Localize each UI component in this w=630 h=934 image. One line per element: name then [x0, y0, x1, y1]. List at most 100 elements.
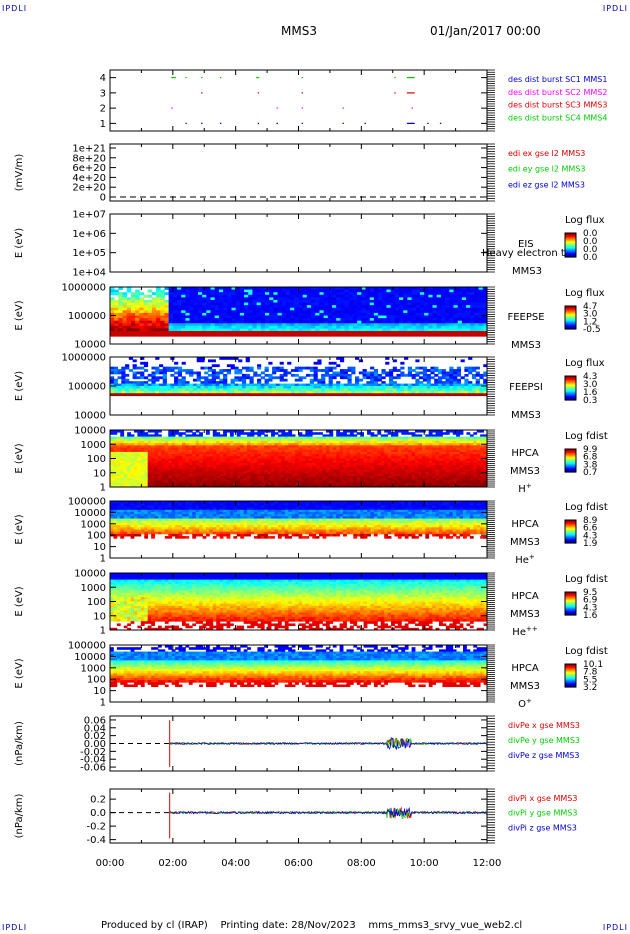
- feepsi-cell: [362, 383, 367, 387]
- feepse-cell: [319, 305, 325, 309]
- feepse-cell: [227, 331, 232, 335]
- feepse-cell: [269, 289, 274, 293]
- feepsi-cell: [219, 390, 224, 394]
- feepse-cell: [407, 323, 412, 327]
- feepse-cell: [323, 331, 329, 335]
- hpca-hplus-cell: [209, 467, 214, 470]
- hpca-hplus-cell: [236, 443, 241, 446]
- feepse-cell: [449, 325, 454, 329]
- hpca-hplus-cell: [164, 445, 169, 448]
- hpca-hplus-cell: [157, 447, 162, 451]
- hpca-hplus-cell: [133, 449, 138, 453]
- hpca-hplus-cell: [236, 454, 241, 457]
- hpca-hplus-cell: [120, 447, 125, 451]
- feepsi-cell: [456, 369, 462, 372]
- feepsi-cell: [177, 388, 183, 392]
- hpca-hplus-cell: [233, 456, 238, 459]
- feepse-cell: [193, 305, 199, 309]
- hpca-hplus-cell: [253, 462, 258, 466]
- feepsi-cell: [321, 378, 326, 382]
- hpca-hplus-cell: [356, 440, 361, 444]
- hpca-hplus-cell: [253, 438, 258, 442]
- hpca-hplus-cell: [271, 467, 275, 470]
- hpca-hplus-cell: [240, 458, 245, 462]
- feepse-cell: [214, 307, 220, 311]
- feepsi-colorbar-swatch: [565, 378, 576, 380]
- feepse-cell: [373, 318, 379, 322]
- feepse-cell: [382, 318, 387, 322]
- feepse-cell: [193, 289, 199, 293]
- feepse-cell: [252, 302, 258, 306]
- feepse-cell: [151, 299, 157, 303]
- hpca-hplus-cell: [353, 465, 358, 468]
- feepse-cell: [415, 302, 421, 306]
- feepsi-cell: [358, 386, 363, 389]
- feepsi-cell: [298, 383, 303, 387]
- hpca-hplus-cell: [356, 473, 361, 477]
- hpca-hplus-cell: [312, 456, 317, 459]
- feepse-cell: [394, 302, 400, 306]
- feepse-cell: [210, 299, 216, 303]
- hpca-hplus-cell: [308, 443, 313, 446]
- hpca-hplus-cell: [264, 456, 269, 459]
- feepse-cell: [311, 318, 316, 322]
- feepsi-cell: [215, 386, 220, 389]
- feepse-cell: [344, 331, 350, 335]
- feepsi-cell: [143, 383, 149, 387]
- feepsi-cell: [388, 381, 394, 384]
- feepse-cell: [193, 299, 199, 303]
- feepse-cell: [227, 312, 232, 316]
- hpca-hplus-cell: [171, 462, 176, 466]
- feepse-cell: [281, 318, 287, 322]
- hpca-hplus-cell: [284, 478, 289, 481]
- hpca-hplus-cell: [192, 454, 197, 457]
- hpca-hplus-cell: [312, 473, 317, 477]
- hpca-hplus-cell: [349, 445, 354, 448]
- feepse-cell: [428, 331, 433, 335]
- hpca-hplus-cell: [219, 436, 224, 440]
- feepse-cell: [466, 299, 471, 303]
- feepse-cell: [449, 312, 454, 316]
- hpca-hplus-cell: [349, 469, 354, 473]
- feepsi-cell: [373, 369, 379, 372]
- feepsi-cell: [264, 373, 269, 377]
- corner-label-bottom-right: IPDLI: [602, 923, 628, 932]
- hpca-hplus-cell: [154, 458, 159, 462]
- feepse-cell: [403, 292, 408, 296]
- feepse-cell: [298, 294, 304, 298]
- feepse-cell: [298, 310, 304, 314]
- feepse-cell: [399, 294, 404, 298]
- feepsi-cell: [358, 383, 363, 387]
- feepsi-cell: [253, 383, 258, 387]
- hpca-hplus-cell: [339, 484, 344, 488]
- feepsi-cell: [441, 393, 446, 397]
- feepsi-cell: [377, 376, 382, 380]
- feepsi-cell: [324, 393, 330, 397]
- hpca-hplus-cell: [315, 465, 320, 468]
- hpca-hplus-cell: [137, 476, 142, 479]
- feepse-cell: [315, 315, 320, 319]
- hpca-hplus-cell: [308, 454, 313, 457]
- feepse-cell: [114, 320, 119, 324]
- feepse-cell: [248, 323, 253, 327]
- hpca-hplus-cell: [329, 473, 334, 477]
- feepsi-cell: [339, 393, 345, 397]
- feepse-cell: [147, 294, 153, 298]
- hpca-hplus-cell: [144, 456, 149, 459]
- feepse-cell: [348, 325, 354, 329]
- hpca-hplus-cell: [226, 447, 231, 451]
- hpca-hplus-cell: [188, 480, 193, 484]
- hpca-hplus-cell: [349, 432, 354, 435]
- hpca-hplus-cell: [171, 445, 176, 448]
- feepsi-cell: [140, 371, 145, 375]
- feepse-cell: [290, 292, 295, 296]
- hpca-hplus-cell: [267, 454, 272, 457]
- hpca-hplus-cell: [229, 451, 234, 455]
- feepse-cell: [482, 315, 488, 319]
- feepse-cell: [445, 289, 450, 293]
- hpca-hplus-cell: [288, 445, 293, 448]
- feepsi-cell: [441, 381, 446, 384]
- feepsi-cell: [110, 381, 115, 384]
- hpca-hplus-cell: [271, 480, 275, 484]
- feepse-cell: [235, 289, 241, 293]
